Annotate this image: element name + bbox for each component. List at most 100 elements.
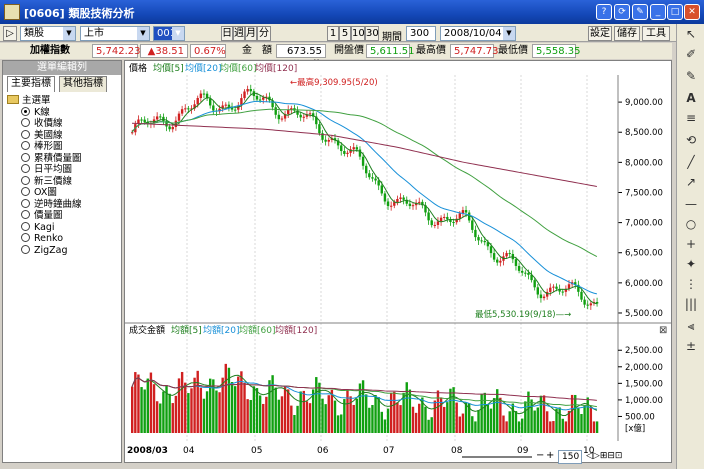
volume-bar xyxy=(505,421,508,433)
candle-body xyxy=(514,259,518,266)
add-icon[interactable]: + xyxy=(685,237,697,251)
volume-bar xyxy=(165,385,168,433)
eraser-icon[interactable]: ✐ xyxy=(685,47,697,61)
list-item[interactable]: 日平均圖 xyxy=(7,164,82,176)
price-volume-chart[interactable]: 價格 均價[5] 均價[20] 均價[60] 均價[120] 9,000.00 8… xyxy=(125,61,671,462)
close-pane-icon[interactable]: ⊠ xyxy=(659,325,667,336)
radio-icon[interactable] xyxy=(21,164,30,173)
tools-button[interactable]: 工具 xyxy=(642,26,670,41)
play-button[interactable]: ▷ xyxy=(3,26,17,41)
radio-icon[interactable] xyxy=(21,210,30,219)
list-item[interactable]: 累積價量圖 xyxy=(7,152,82,165)
index-pct: 0.67% xyxy=(190,44,226,58)
vlines-icon[interactable]: ||| xyxy=(684,297,698,311)
period-week[interactable]: 週 xyxy=(233,26,245,41)
fan-icon[interactable]: ⫷ xyxy=(687,319,695,333)
settings-button[interactable]: 設定 xyxy=(588,26,612,41)
tab-other-indicators[interactable]: 其他指標 xyxy=(59,76,107,92)
zoom-input[interactable]: 150 xyxy=(558,450,582,464)
pointer-icon[interactable]: ↖ xyxy=(685,27,697,41)
maximize-button[interactable]: □ xyxy=(667,4,683,20)
close-button[interactable]: ✕ xyxy=(684,4,700,20)
arrow-icon[interactable]: ↗ xyxy=(685,175,697,189)
interval-30[interactable]: 30 xyxy=(365,26,379,41)
pin-icon[interactable]: ✎ xyxy=(632,4,648,20)
drawing-toolbar: ↖ ✐ ✎ A ≡ ⟲ ╱ ↗ — ○ + ✦ ⋮ ||| ⫷ ± xyxy=(676,24,704,469)
radio-icon[interactable] xyxy=(21,152,30,162)
chart-area[interactable]: 價格 均價[5] 均價[20] 均價[60] 均價[120] 9,000.00 8… xyxy=(124,60,672,463)
volume-bar xyxy=(159,403,162,433)
volume-tick-label: 500.00 xyxy=(625,412,655,422)
radio-icon[interactable] xyxy=(21,141,30,150)
tab-main-indicators[interactable]: 主要指標 xyxy=(7,76,55,92)
volume-bar xyxy=(311,389,315,433)
hline-icon[interactable]: — xyxy=(685,197,697,211)
zoom-slider[interactable] xyxy=(462,456,532,458)
save-button[interactable]: 儲存 xyxy=(614,26,640,41)
volume-bar xyxy=(143,389,146,433)
code-select[interactable]: 001 ▼ xyxy=(153,26,185,41)
list-item[interactable]: Kagi xyxy=(7,221,82,234)
candle-body xyxy=(287,109,290,115)
candle-body xyxy=(159,116,162,118)
text-icon[interactable]: A xyxy=(686,91,696,105)
period-minute[interactable]: 分 xyxy=(257,26,271,41)
help-icon[interactable]: ? xyxy=(596,4,612,20)
candle-body xyxy=(583,299,586,305)
interval-5[interactable]: 5 xyxy=(339,26,351,41)
list-item[interactable]: K線 xyxy=(7,106,82,119)
list-item[interactable]: OX圖 xyxy=(7,187,82,199)
candle-body xyxy=(480,240,483,242)
zoom-out-icon[interactable]: − xyxy=(536,450,545,461)
list-item[interactable]: ZigZag xyxy=(7,244,82,257)
color-icon[interactable]: ✦ xyxy=(685,257,697,271)
period-month[interactable]: 月 xyxy=(245,26,257,41)
zoom-in-icon[interactable]: + xyxy=(546,450,555,461)
tree-root[interactable]: 主選單 xyxy=(7,95,82,107)
volume-bar xyxy=(287,389,290,433)
nav-icons[interactable]: ◁▷⊞⊟⊡ xyxy=(586,451,623,461)
radio-icon[interactable] xyxy=(21,118,30,127)
period-input[interactable]: 300 xyxy=(406,26,436,41)
refresh-icon[interactable]: ⟳ xyxy=(614,4,630,20)
radio-icon[interactable] xyxy=(21,198,30,208)
trendline-icon[interactable]: ╱ xyxy=(687,155,695,169)
radio-icon[interactable] xyxy=(21,175,30,185)
volume-bar xyxy=(405,382,408,433)
list-item[interactable]: Renko xyxy=(7,233,82,245)
radio-icon[interactable] xyxy=(21,129,30,139)
interval-10[interactable]: 10 xyxy=(351,26,365,41)
candle-body xyxy=(380,185,383,194)
list-item[interactable]: 收價線 xyxy=(7,118,82,130)
volume-bar xyxy=(561,418,564,433)
radio-icon[interactable] xyxy=(21,244,30,254)
volume-bar xyxy=(514,411,518,433)
list-item[interactable]: 逆時鐘曲線 xyxy=(7,198,82,211)
radio-icon[interactable] xyxy=(21,187,30,196)
list-item[interactable]: 棒形圖 xyxy=(7,141,82,153)
interval-1[interactable]: 1 xyxy=(327,26,339,41)
brush-icon[interactable]: ✎ xyxy=(685,69,697,83)
legend-vol120: 均額[120] xyxy=(275,324,317,336)
category-select[interactable]: 類股 ▼ xyxy=(20,26,76,41)
radio-icon[interactable] xyxy=(21,233,30,242)
list-item[interactable]: 美國線 xyxy=(7,129,82,142)
list-item[interactable]: 價量圖 xyxy=(7,210,82,222)
candle-body xyxy=(505,253,508,257)
candle-body xyxy=(542,296,546,299)
more-icon[interactable]: ± xyxy=(685,339,697,353)
market-select[interactable]: 上市 ▼ xyxy=(80,26,150,41)
lines-icon[interactable]: ≡ xyxy=(685,111,697,125)
minimize-button[interactable]: _ xyxy=(650,4,666,20)
candle-body xyxy=(545,291,549,297)
fibonacci-icon[interactable]: ⋮ xyxy=(685,277,697,291)
volume-bar xyxy=(249,399,252,433)
radio-icon[interactable] xyxy=(21,106,30,116)
period-day[interactable]: 日 xyxy=(221,26,233,41)
radio-icon[interactable] xyxy=(21,221,30,231)
date-input[interactable]: 2008/10/04 ▼ xyxy=(440,26,516,41)
circle-icon[interactable]: ○ xyxy=(685,217,697,231)
list-item[interactable]: 新三價線 xyxy=(7,175,82,188)
cycle-icon[interactable]: ⟲ xyxy=(685,133,697,147)
volume-bar xyxy=(542,395,546,433)
